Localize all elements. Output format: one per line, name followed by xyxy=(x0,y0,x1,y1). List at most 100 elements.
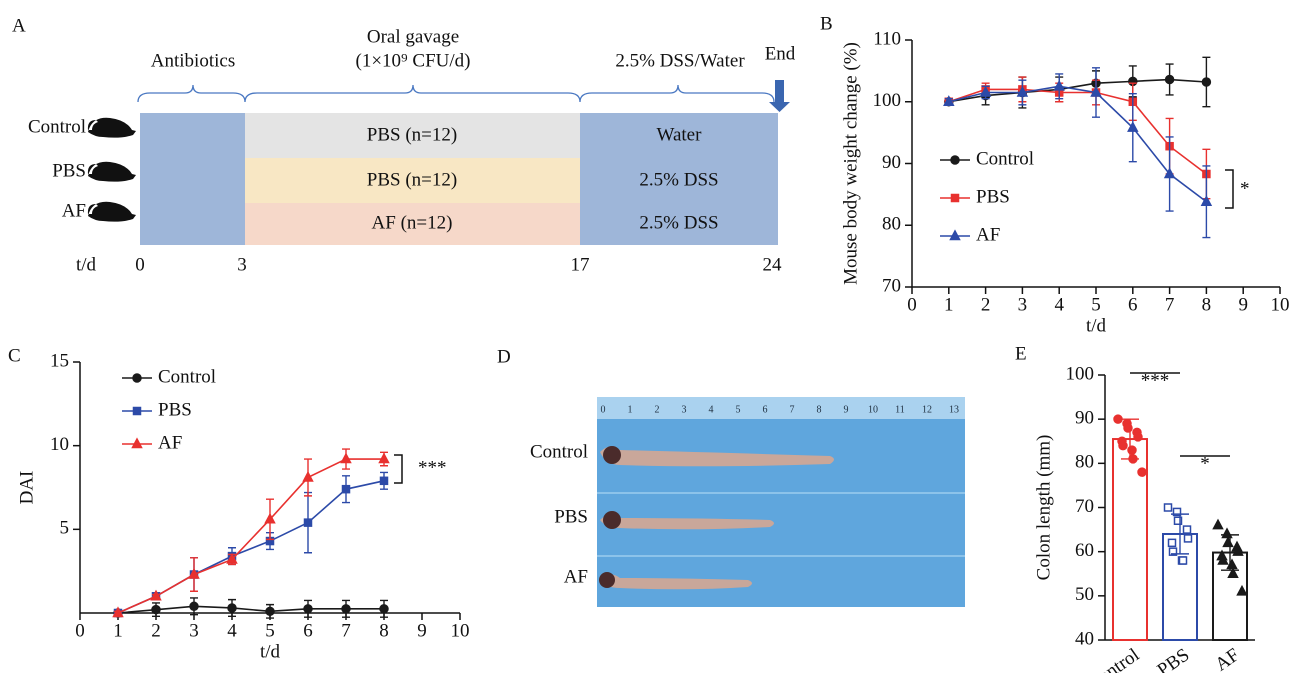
point xyxy=(189,601,199,612)
point xyxy=(341,484,351,494)
data-point xyxy=(1137,467,1147,477)
series-line xyxy=(948,88,1207,175)
y-tick-label: 90 xyxy=(882,152,901,173)
ruler-number: 8 xyxy=(817,404,822,415)
day: 0 xyxy=(135,254,145,275)
af-row xyxy=(245,203,580,245)
group: AF xyxy=(62,200,86,221)
y-tick-label: 10 xyxy=(50,434,69,455)
x-tick-label: 4 xyxy=(1054,294,1064,315)
x-tick-label: 7 xyxy=(341,620,351,641)
y-tick-label: 100 xyxy=(873,90,902,111)
point xyxy=(378,452,390,464)
point xyxy=(303,518,313,527)
x-tick-label: 10 xyxy=(451,620,470,641)
end-label: End xyxy=(765,43,796,64)
x-tick-label: 1 xyxy=(113,620,123,641)
data-point xyxy=(1168,547,1178,556)
drink: Water xyxy=(657,124,703,145)
ruler-number: 12 xyxy=(922,404,932,415)
x-axis-label: t/d xyxy=(260,641,281,662)
data-point xyxy=(1227,567,1239,578)
drink: 2.5% DSS xyxy=(639,169,718,190)
treatment: PBS (n=12) xyxy=(367,124,457,145)
panel-label: C xyxy=(8,345,21,366)
annotation: * xyxy=(1240,178,1250,199)
axis-label: t/d xyxy=(76,254,97,275)
control-row xyxy=(245,113,580,158)
x-tick-label: 3 xyxy=(1018,294,1028,315)
data-point xyxy=(1167,538,1177,548)
x-tick-label: 5 xyxy=(265,620,275,641)
y-tick-label: 50 xyxy=(1075,584,1094,605)
ruler-number: 6 xyxy=(763,404,768,415)
treatment: PBS (n=12) xyxy=(367,169,457,190)
end-arrow xyxy=(769,80,790,112)
y-tick-label: 110 xyxy=(873,28,901,49)
ruler-number: 3 xyxy=(682,404,687,415)
x-tick-label: 9 xyxy=(417,620,427,641)
y-tick-label: 80 xyxy=(882,214,901,235)
phase: Oral gavage xyxy=(367,26,459,47)
y-tick-label: 60 xyxy=(1075,540,1094,561)
error-bar xyxy=(1121,418,1139,460)
series-line xyxy=(948,85,1207,203)
point xyxy=(1090,85,1102,97)
series-line xyxy=(948,78,1207,103)
point xyxy=(1053,79,1065,91)
point xyxy=(226,552,238,564)
x-tick-label: 4 xyxy=(227,620,237,641)
x-tick-label: 6 xyxy=(1128,294,1138,315)
point xyxy=(150,589,162,601)
x-tick-label: 2 xyxy=(981,294,991,315)
data-point xyxy=(1236,584,1248,596)
y-tick-label: 100 xyxy=(1066,363,1095,384)
x-tick-label: 8 xyxy=(1202,294,1212,315)
day: 3 xyxy=(237,254,247,275)
legend-marker xyxy=(950,155,960,165)
data-point xyxy=(1118,440,1128,451)
y-tick-label: 5 xyxy=(60,518,70,539)
y-axis-label: Colon length (mm) xyxy=(1033,435,1054,581)
data-point xyxy=(1163,503,1173,512)
x-tick-label: 6 xyxy=(303,620,313,641)
point xyxy=(188,567,200,579)
x-tick-label: 0 xyxy=(907,294,917,315)
legend-label: AF xyxy=(976,224,1000,245)
point xyxy=(1127,121,1139,132)
data-point xyxy=(1172,507,1182,517)
colon xyxy=(600,514,774,530)
panel-label: A xyxy=(12,15,26,36)
annotation: *** xyxy=(418,457,447,478)
colon xyxy=(600,574,752,590)
ruler-number: 9 xyxy=(844,404,849,415)
point xyxy=(303,604,313,614)
ruler-number: 11 xyxy=(895,404,905,415)
row-label: Control xyxy=(530,441,588,462)
photo xyxy=(597,397,965,607)
data-point xyxy=(1133,432,1143,442)
error-bar xyxy=(1221,534,1239,571)
point xyxy=(264,512,276,524)
dss-box xyxy=(580,113,778,245)
ruler-number: 4 xyxy=(709,404,714,415)
legend-marker xyxy=(949,229,961,241)
data-point xyxy=(1178,556,1188,565)
x-tick-label: 3 xyxy=(189,620,199,641)
x-tick-label: PBS xyxy=(1154,644,1194,673)
ruler-number: 0 xyxy=(601,404,606,415)
photo-panel: D Control PBS AF xyxy=(497,346,965,607)
data-point xyxy=(1173,516,1183,525)
data-point xyxy=(1182,525,1192,534)
bracket xyxy=(394,454,403,484)
x-tick-label: 0 xyxy=(75,620,85,641)
y-tick-label: 40 xyxy=(1075,628,1094,649)
x-axis-label: t/d xyxy=(1086,315,1107,336)
y-tick-label: 70 xyxy=(1075,496,1094,517)
group: Control xyxy=(28,116,86,137)
ruler-number: 1 xyxy=(628,404,633,415)
x-tick-label: 7 xyxy=(1165,294,1175,315)
point xyxy=(943,95,955,106)
x-tick-label: 8 xyxy=(379,620,389,641)
timeline-panel: A Antibiotics Oral gavage (1×10⁹ CFU/d) … xyxy=(12,15,796,275)
